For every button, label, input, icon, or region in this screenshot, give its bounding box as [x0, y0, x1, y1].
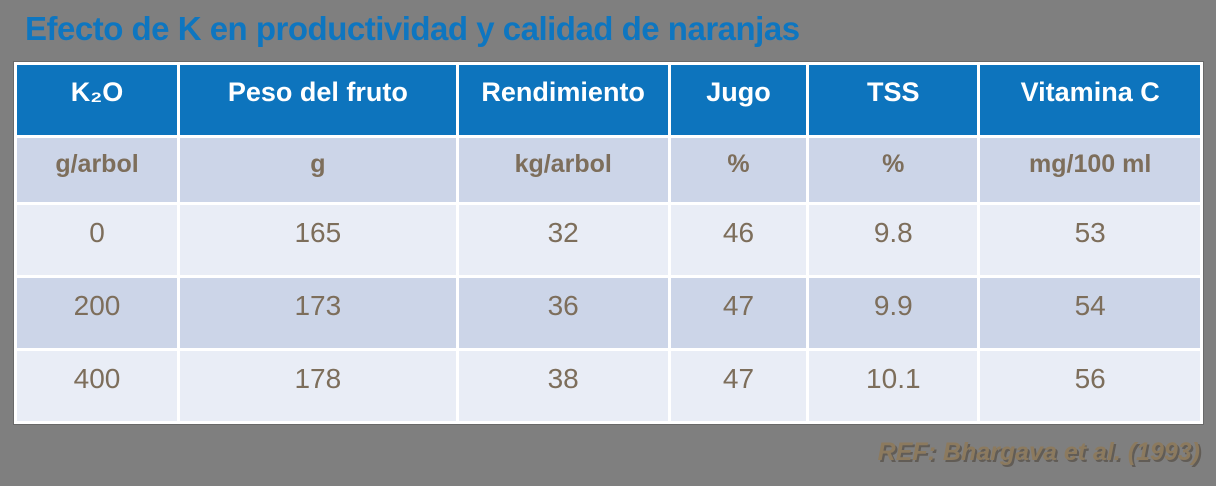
column-header-jugo: Jugo	[670, 65, 807, 135]
column-header-k2o: K₂O	[17, 65, 178, 135]
column-header-tss: TSS	[809, 65, 978, 135]
cell: 46	[670, 205, 807, 275]
unit-jugo: %	[670, 138, 807, 202]
cell: 200	[17, 278, 178, 348]
table-row: 400 178 38 47 10.1 56	[17, 351, 1200, 421]
table-row: 0 165 32 46 9.8 53	[17, 205, 1200, 275]
unit-k2o: g/arbol	[17, 138, 178, 202]
cell: 56	[980, 351, 1200, 421]
cell: 0	[17, 205, 178, 275]
table-units-row: g/arbol g kg/arbol % % mg/100 ml	[17, 138, 1200, 202]
cell: 400	[17, 351, 178, 421]
cell: 173	[180, 278, 456, 348]
column-header-peso: Peso del fruto	[180, 65, 456, 135]
slide-title: Efecto de K en productividad y calidad d…	[25, 10, 800, 47]
table-row: 200 173 36 47 9.9 54	[17, 278, 1200, 348]
unit-peso: g	[180, 138, 456, 202]
unit-tss: %	[809, 138, 978, 202]
column-header-rendimiento: Rendimiento	[458, 65, 668, 135]
cell: 53	[980, 205, 1200, 275]
column-header-vitamina-c: Vitamina C	[980, 65, 1200, 135]
cell: 178	[180, 351, 456, 421]
cell: 9.9	[809, 278, 978, 348]
cell: 165	[180, 205, 456, 275]
unit-rendimiento: kg/arbol	[458, 138, 668, 202]
cell: 32	[458, 205, 668, 275]
reference-citation: REF: Bhargava et al. (1993)	[877, 438, 1200, 466]
table-header-row: K₂O Peso del fruto Rendimiento Jugo TSS …	[17, 65, 1200, 135]
cell: 36	[458, 278, 668, 348]
cell: 38	[458, 351, 668, 421]
data-table: K₂O Peso del fruto Rendimiento Jugo TSS …	[13, 61, 1204, 425]
cell: 9.8	[809, 205, 978, 275]
cell: 47	[670, 278, 807, 348]
cell: 47	[670, 351, 807, 421]
cell: 10.1	[809, 351, 978, 421]
cell: 54	[980, 278, 1200, 348]
unit-vitamina-c: mg/100 ml	[980, 138, 1200, 202]
